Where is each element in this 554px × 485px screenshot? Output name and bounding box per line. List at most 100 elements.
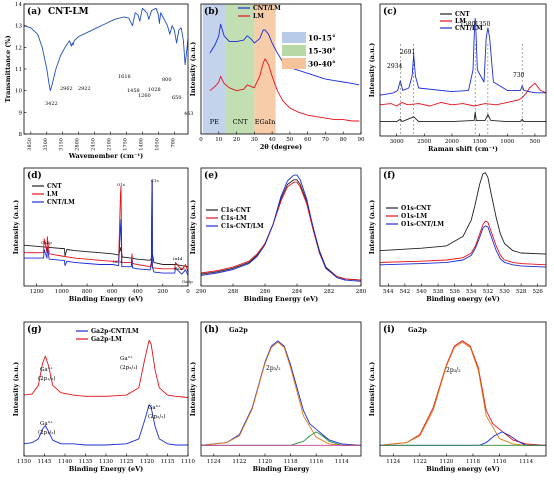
x-tick-label: 542 (400, 289, 411, 295)
legend-label: C1s-CNT (221, 207, 251, 214)
plot-frame (379, 167, 547, 287)
panel-label: (b) (204, 6, 219, 17)
x-tick-label: 2100 (107, 138, 113, 151)
series-line (380, 111, 546, 123)
series-line (200, 340, 362, 446)
y-axis-label: Intensity (a.u.) (12, 200, 20, 254)
plot-frame (200, 3, 362, 135)
peak-annotation: Ga3d (174, 266, 185, 271)
x-tick-label: 1000 (55, 289, 69, 295)
y-axis-label: Intensity (a.u.) (368, 362, 376, 416)
x-axis-label: Wavemember (cm⁻¹) (68, 152, 143, 160)
series-line (209, 58, 360, 122)
series-line (23, 7, 189, 92)
x-tick-label: 600 (107, 289, 118, 295)
x-axis-label: Raman shift (cm⁻¹) (428, 145, 498, 153)
series-line (201, 431, 361, 446)
y-axis-label: Intensity (a.u.) (12, 362, 20, 416)
x-tick-label: 1116 (309, 459, 323, 465)
x-tick-label: 1000 (500, 139, 514, 145)
peak-annotation: (2p₃/₂) (148, 413, 166, 420)
x-tick-label: 3500 (43, 138, 49, 151)
x-tick-label: 1114 (519, 459, 533, 465)
peak-annotation: Ga2p (41, 240, 52, 245)
x-tick-label: 3150 (59, 138, 65, 151)
region-swatch (282, 32, 306, 43)
panel-label: (c) (383, 6, 397, 17)
x-tick-label: 1124 (386, 459, 400, 465)
peak-annotation: Ga3p (182, 279, 193, 284)
x-tick-label: 3000 (390, 139, 404, 145)
peak-annotation: 1260 (138, 93, 151, 99)
x-axis-label: Binding energy (eV) (426, 295, 500, 303)
x-tick-label: 1124 (207, 459, 221, 465)
x-tick-label: 530 (499, 289, 510, 295)
x-tick-label: 528 (516, 289, 527, 295)
peak-annotation: 1458 (127, 88, 140, 94)
peak-annotation: 463 (184, 111, 194, 117)
peak-annotation: (2p₁/₂) (38, 375, 56, 382)
series-line (200, 341, 361, 446)
y-axis-label: Intensity (a.u.) (368, 43, 376, 97)
series-line (379, 225, 547, 268)
panel-label: (e) (204, 170, 218, 181)
series-line (379, 341, 546, 446)
x-tick-label: 1120 (439, 459, 453, 465)
series-line (379, 172, 547, 255)
region-swatch (282, 45, 306, 56)
x-tick-label: 1050 (154, 138, 160, 151)
y-axis-label: Intensity (a.u.) (189, 362, 197, 416)
x-tick-label: 200 (158, 289, 169, 295)
x-axis-label: Binding Energy (eV) (69, 465, 143, 473)
peak-annotation: 1618 (118, 74, 131, 80)
panel-b: PE CNT EGaIn 0 10 20 30 40 50 60 70 80 90 2θ (degree)… (189, 3, 365, 151)
peak-annotation: Ga³⁺ (120, 355, 133, 362)
legend-label: LM (47, 191, 58, 198)
x-tick-label: 2000 (445, 139, 459, 145)
panel-label: (a) (27, 6, 41, 17)
peak-annotation: 2934 (387, 63, 402, 70)
panel-c: 3000 2500 2000 1500 1000 500 Raman shift (cm⁻¹… (368, 3, 547, 153)
x-tick-label: 40 (269, 137, 276, 143)
x-tick-label: 538 (433, 289, 444, 295)
x-tick-label: 60 (304, 137, 311, 143)
panel-a: 3850 3500 3150 2800 2450 2100 1750 1400 1050 700 8… (4, 2, 189, 160)
region-legend-label: 10-15° (308, 34, 336, 43)
y-tick-label: 10 (15, 89, 22, 95)
x-tick-label: 1140 (58, 459, 72, 465)
region-legend: 10-15° 15-30° 30-40° (282, 32, 336, 69)
x-tick-label: 1500 (473, 139, 487, 145)
region-band (254, 4, 276, 134)
series-line (379, 340, 547, 446)
legend-label: O1s-LM (401, 213, 427, 220)
x-tick-label: 3850 (27, 138, 33, 151)
peak-annotation: 2p₃/₂ (446, 367, 461, 374)
x-tick-label: 534 (466, 289, 477, 295)
legend-label: O1s-CNT (401, 205, 432, 212)
x-tick-label: 290 (196, 289, 207, 295)
series-line (24, 181, 189, 276)
series-line (379, 220, 547, 266)
x-tick-label: 1114 (335, 459, 349, 465)
x-tick-label: 50 (286, 137, 293, 143)
peak-annotation: O1s (117, 182, 125, 187)
x-tick-label: 1115 (161, 459, 175, 465)
x-tick-label: 1110 (181, 459, 195, 465)
series-line (379, 17, 546, 96)
panel-i: 1124 1122 1120 1118 1116 1114 Binding energy (… (368, 321, 547, 473)
region-label: CNT (233, 118, 249, 126)
peak-annotation: 1350 (475, 21, 490, 28)
plot-frame (379, 3, 547, 137)
region-label: PE (210, 118, 219, 126)
x-tick-label: 282 (324, 289, 335, 295)
x-tick-label: 1135 (79, 459, 93, 465)
y-tick-label: 12 (15, 45, 22, 51)
x-tick-label: 1118 (466, 459, 480, 465)
x-tick-label: 400 (132, 289, 143, 295)
region-swatch (282, 58, 306, 69)
x-tick-label: 70 (322, 137, 329, 143)
